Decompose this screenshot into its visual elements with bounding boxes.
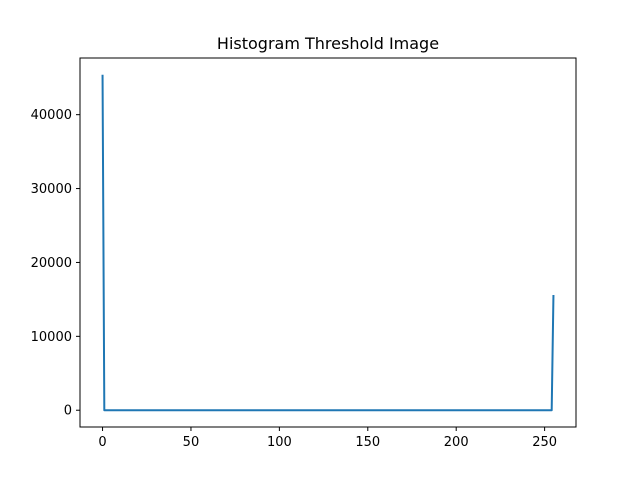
x-tick-label-2: 100	[267, 435, 292, 450]
y-tick-label-0: 0	[64, 404, 72, 419]
chart-title: Histogram Threshold Image	[217, 34, 439, 53]
series-line-0	[101, 74, 555, 412]
axes-frame	[79, 57, 577, 428]
x-axis-ticks: 0 50 100 150 200 250	[98, 427, 557, 450]
x-tick-label-3: 150	[355, 435, 380, 450]
y-tick-label-2: 20000	[31, 256, 72, 271]
plot-area	[101, 74, 555, 412]
y-axis-ticks: 0 10000 20000 30000 40000	[31, 108, 80, 419]
x-tick-label-5: 250	[532, 435, 557, 450]
x-tick-label-0: 0	[98, 435, 106, 450]
y-tick-label-1: 10000	[31, 330, 72, 345]
x-tick-label-4: 200	[444, 435, 469, 450]
y-tick-label-4: 40000	[31, 108, 72, 123]
x-tick-label-1: 50	[183, 435, 200, 450]
y-tick-label-3: 30000	[31, 182, 72, 197]
